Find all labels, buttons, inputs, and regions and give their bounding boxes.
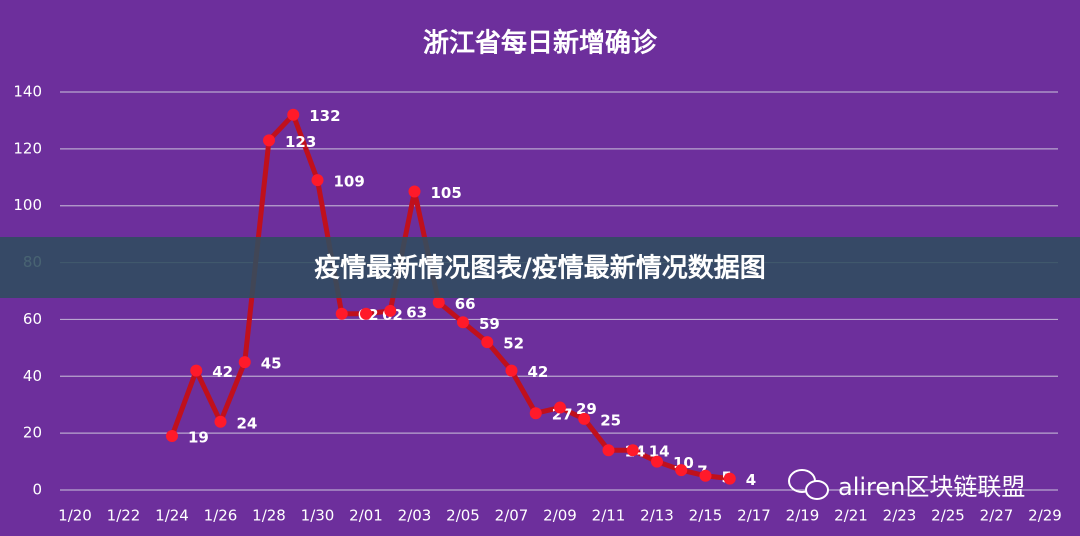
x-tick-label: 1/20 — [58, 507, 92, 525]
data-label: 123 — [285, 133, 316, 151]
x-tick-label: 2/13 — [640, 507, 674, 525]
x-tick-label: 2/15 — [689, 507, 723, 525]
marker — [602, 444, 615, 457]
y-tick-label: 20 — [23, 424, 42, 442]
marker — [335, 307, 348, 320]
data-label: 24 — [237, 414, 258, 432]
y-tick-label: 100 — [13, 196, 42, 214]
x-tick-label: 1/26 — [204, 507, 238, 525]
x-tick-label: 2/23 — [883, 507, 917, 525]
marker — [505, 364, 518, 377]
marker — [529, 407, 542, 420]
data-label: 29 — [576, 400, 597, 418]
x-tick-label: 2/25 — [931, 507, 965, 525]
marker — [457, 316, 469, 329]
marker — [360, 307, 372, 320]
marker — [263, 134, 275, 147]
marker — [554, 401, 566, 414]
y-tick-label: 60 — [23, 310, 42, 328]
data-label: 45 — [261, 355, 282, 373]
marker — [723, 472, 736, 485]
data-label: 19 — [188, 428, 209, 446]
banner-bg — [0, 237, 1080, 298]
marker — [238, 356, 251, 369]
marker — [699, 469, 712, 482]
marker — [166, 429, 178, 442]
x-tick-label: 2/01 — [349, 507, 383, 525]
marker — [214, 415, 227, 428]
marker — [190, 364, 203, 377]
marker — [626, 444, 639, 457]
x-tick-label: 2/29 — [1028, 507, 1062, 525]
x-tick-label: 2/19 — [786, 507, 820, 525]
data-label: 52 — [503, 335, 524, 353]
x-tick-label: 2/17 — [737, 507, 771, 525]
x-tick-label: 1/24 — [155, 507, 189, 525]
marker — [384, 304, 397, 317]
marker — [651, 455, 663, 468]
banner: 疫情最新情况图表/疫情最新情况数据图 — [314, 253, 766, 284]
x-tick-label: 2/05 — [446, 507, 480, 525]
x-tick-label: 1/30 — [301, 507, 335, 525]
x-tick-label: 1/22 — [107, 507, 141, 525]
data-label: 4 — [746, 471, 756, 489]
data-label: 132 — [309, 107, 340, 125]
x-tick-label: 1/28 — [252, 507, 286, 525]
chart-title: 浙江省每日新增确诊 — [423, 28, 658, 59]
data-label: 109 — [334, 173, 365, 191]
data-label: 105 — [431, 184, 462, 202]
marker — [675, 464, 688, 477]
marker — [408, 185, 421, 198]
y-tick-label: 120 — [13, 139, 42, 157]
marker — [578, 412, 591, 425]
y-tick-label: 0 — [32, 481, 42, 499]
y-tick-label: 40 — [23, 367, 42, 385]
x-tick-label: 2/07 — [495, 507, 529, 525]
marker — [287, 108, 300, 121]
watermark: aliren区块链联盟 — [838, 473, 1025, 501]
data-label: 42 — [212, 363, 233, 381]
data-label: 66 — [455, 295, 476, 313]
x-tick-label: 2/09 — [543, 507, 577, 525]
marker — [432, 296, 445, 309]
x-tick-label: 2/21 — [834, 507, 868, 525]
x-tick-label: 2/03 — [398, 507, 432, 525]
data-label: 63 — [406, 303, 427, 321]
marker — [481, 336, 494, 349]
y-tick-label: 140 — [13, 83, 42, 101]
data-label: 59 — [479, 315, 500, 333]
x-tick-label: 2/11 — [592, 507, 626, 525]
data-label: 25 — [600, 411, 621, 429]
marker — [311, 174, 324, 187]
data-label: 14 — [649, 443, 670, 461]
wechat-icon — [788, 469, 829, 500]
x-tick-label: 2/27 — [980, 507, 1014, 525]
data-label: 42 — [528, 363, 549, 381]
